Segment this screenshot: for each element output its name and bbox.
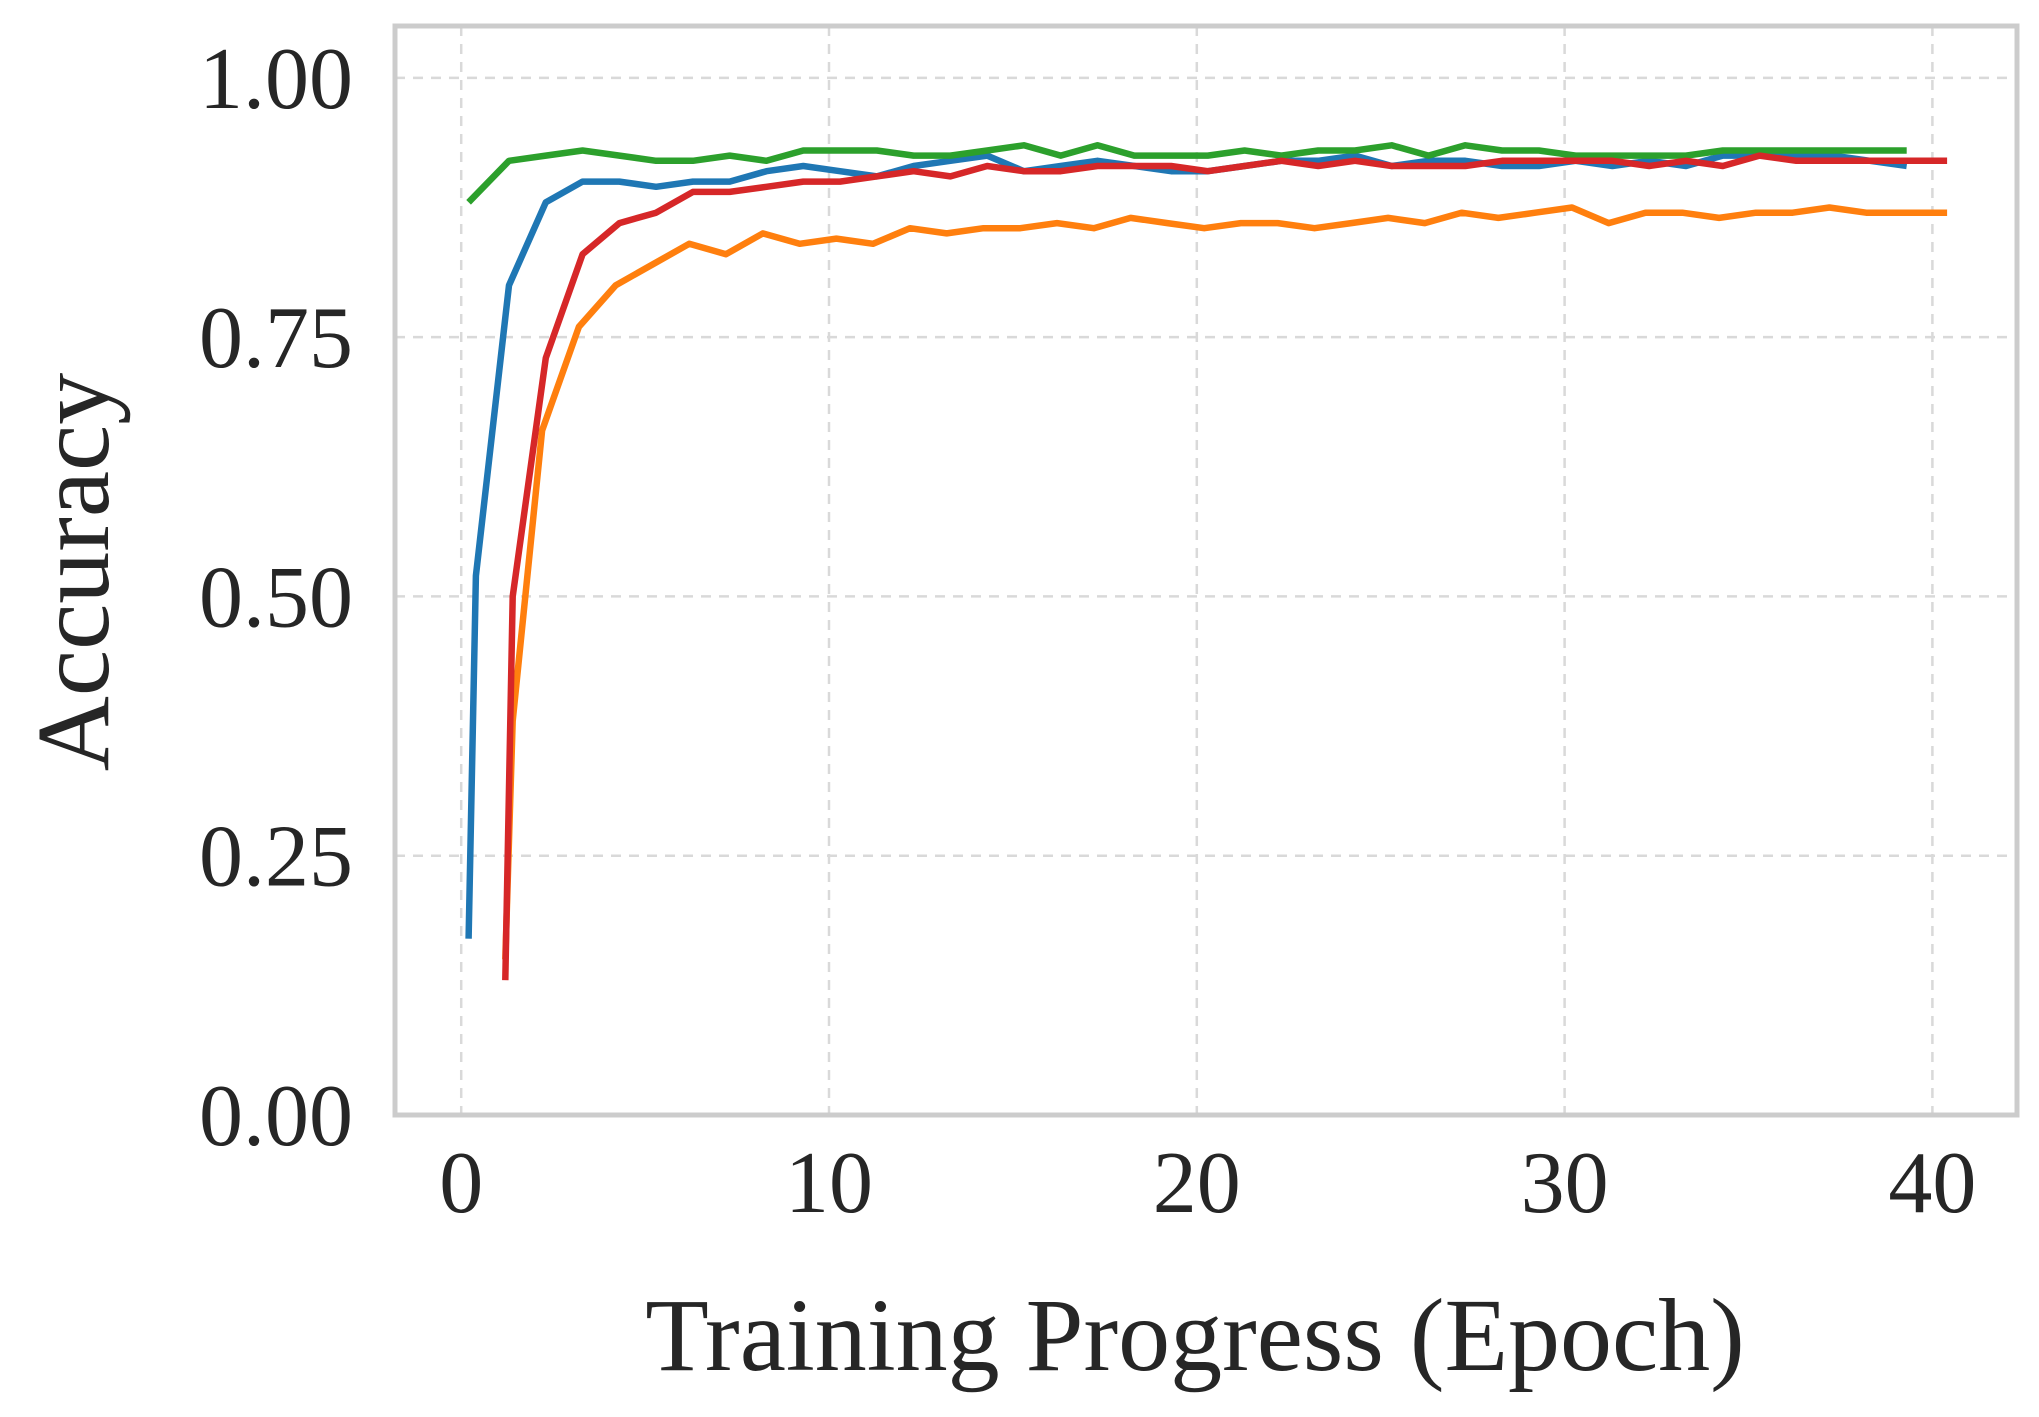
x-tick-labels: 0 10 20 30 40 [439, 1135, 1976, 1232]
x-tick-label-3: 30 [1521, 1135, 1609, 1232]
x-tick-label-0: 0 [439, 1135, 483, 1232]
y-tick-label-3: 0.75 [199, 290, 353, 387]
y-axis-label: Accuracy [16, 373, 131, 771]
x-tick-label-4: 40 [1888, 1135, 1976, 1232]
plot-frame [392, 23, 2020, 1118]
y-tick-label-4: 1.00 [199, 31, 353, 128]
grid-lines [395, 26, 2017, 1117]
series-lines [465, 142, 1948, 981]
y-tick-label-0: 0.00 [199, 1068, 353, 1165]
series-line-1 [502, 204, 1948, 960]
y-tick-labels: 0.00 0.25 0.50 0.75 1.00 [199, 31, 353, 1165]
series-line-2 [466, 142, 1907, 205]
y-tick-label-2: 0.50 [199, 549, 353, 646]
y-tick-label-1: 0.25 [199, 809, 353, 906]
x-axis-label: Training Progress (Epoch) [645, 1278, 1745, 1393]
x-tick-label-1: 10 [785, 1135, 873, 1232]
x-tick-label-2: 20 [1153, 1135, 1241, 1232]
series-line-3 [502, 152, 1948, 981]
series-line-0 [465, 152, 1908, 939]
